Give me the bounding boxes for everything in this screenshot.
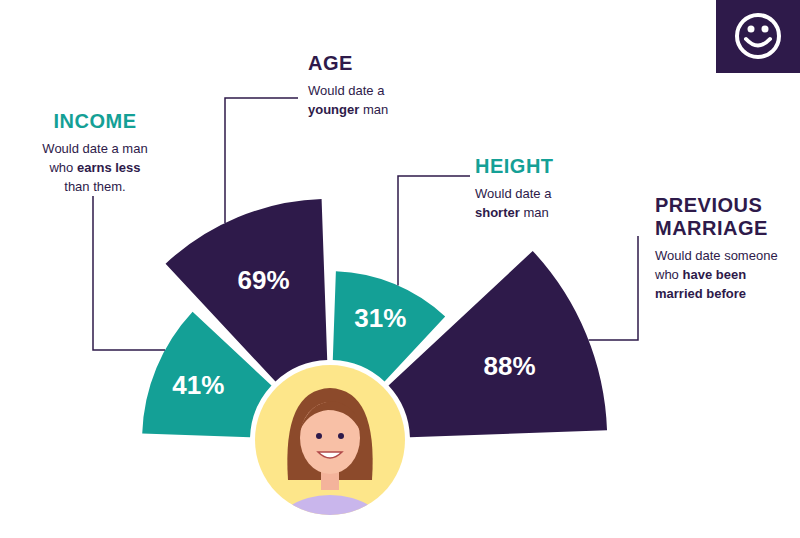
- svg-text:69%: 69%: [238, 265, 290, 295]
- html-text:Would date a: Would date a: [308, 83, 385, 98]
- html-text:AGE: AGE: [308, 52, 353, 74]
- html-text:Would date someone who have be: Would date someone who have been married…: [655, 248, 778, 301]
- html-text:than them.: than them.: [64, 179, 126, 194]
- html-text:shorter man: shorter man: [475, 205, 549, 220]
- svg-text:88%: 88%: [484, 351, 536, 381]
- html-text:HEIGHT: HEIGHT: [475, 155, 554, 177]
- html-text:Would date a man who earns les: Would date a man who earns less: [42, 141, 148, 175]
- html-text:INCOME: INCOME: [53, 110, 137, 132]
- html-text:Would date a: Would date a: [475, 186, 552, 201]
- svg-text:41%: 41%: [172, 370, 224, 400]
- html-text:PREVIOUS MARRIAGE: PREVIOUS MARRIAGE: [655, 194, 768, 239]
- html-text:younger man: younger man: [308, 102, 389, 117]
- svg-text:31%: 31%: [354, 303, 406, 333]
